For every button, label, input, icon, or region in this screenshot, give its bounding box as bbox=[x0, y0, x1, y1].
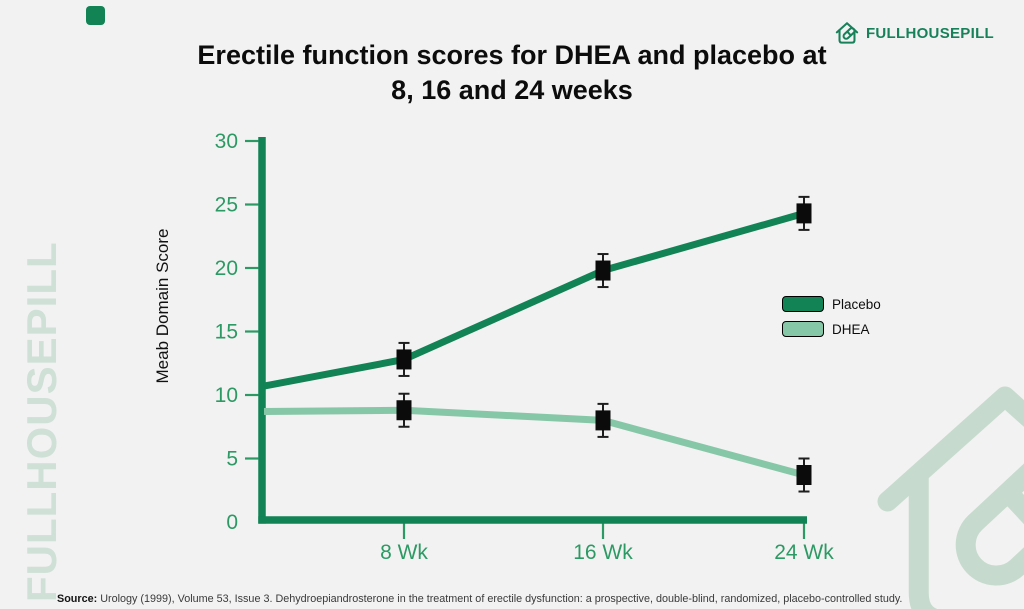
data-point-marker bbox=[396, 400, 412, 421]
data-point-marker bbox=[595, 410, 611, 431]
brand-logo: FULLHOUSEPILL bbox=[834, 20, 994, 46]
brand-logo-text: FULLHOUSEPILL bbox=[865, 24, 994, 42]
title-line-1: Erectile function scores for DHEA and pl… bbox=[197, 40, 827, 70]
source-text: Urology (1999), Volume 53, Issue 3. Dehy… bbox=[97, 593, 903, 605]
y-tick-label: 10 bbox=[215, 384, 238, 407]
data-point-marker bbox=[796, 203, 812, 224]
brand-corner-square bbox=[86, 6, 105, 25]
y-tick-label: 25 bbox=[215, 194, 238, 217]
data-point-marker bbox=[595, 260, 611, 281]
y-tick-label: 20 bbox=[215, 257, 238, 280]
legend-label-placebo: Placebo bbox=[832, 296, 881, 312]
x-tick-label: 8 Wk bbox=[380, 541, 428, 564]
chart-legend: Placebo DHEA bbox=[782, 296, 881, 346]
data-point-marker bbox=[796, 465, 812, 486]
x-tick-label: 16 Wk bbox=[573, 541, 633, 564]
y-tick-label: 5 bbox=[226, 448, 238, 471]
legend-item-placebo: Placebo bbox=[782, 296, 881, 312]
legend-label-dhea: DHEA bbox=[832, 321, 870, 337]
house-pill-watermark-icon bbox=[855, 359, 1024, 609]
data-point-marker bbox=[396, 349, 412, 370]
placebo-line bbox=[263, 210, 805, 390]
source-label: Source: bbox=[57, 593, 98, 605]
legend-item-dhea: DHEA bbox=[782, 321, 881, 337]
y-tick-label: 15 bbox=[215, 321, 238, 344]
legend-swatch-placebo bbox=[782, 296, 824, 312]
source-citation: Source: Urology (1999), Volume 53, Issue… bbox=[57, 593, 902, 605]
legend-swatch-dhea bbox=[782, 321, 824, 337]
page-title: Erectile function scores for DHEA and pl… bbox=[0, 38, 1024, 108]
x-tick-label: 24 Wk bbox=[774, 541, 834, 564]
title-line-2: 8, 16 and 24 weeks bbox=[391, 75, 633, 106]
y-tick-label: 30 bbox=[215, 130, 238, 153]
dhea-line bbox=[263, 406, 805, 479]
y-tick-label: 0 bbox=[226, 511, 238, 534]
